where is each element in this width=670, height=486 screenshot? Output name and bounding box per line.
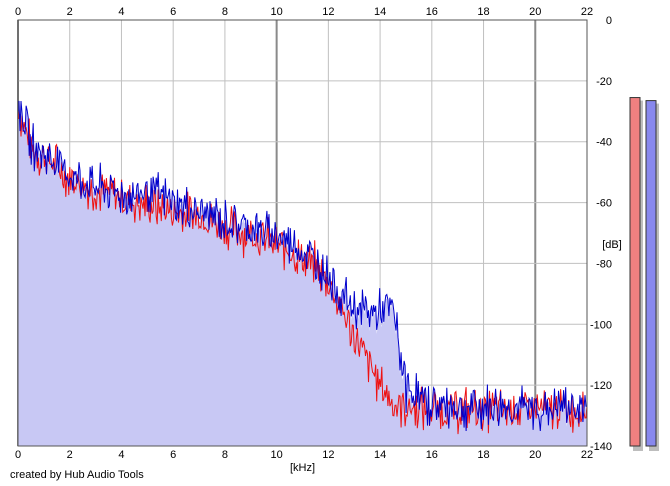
y-tick-labels: 0 -20 -40 -60 -80 -100 -120 -140 [590, 15, 612, 453]
x-tick-bottom-4: 8 [222, 449, 228, 461]
x-tick-top-6: 12 [322, 6, 334, 18]
y-tick-5: -100 [590, 319, 612, 331]
x-tick-top-10: 20 [529, 6, 541, 18]
x-tick-labels-top: 0 2 4 6 8 10 12 14 16 18 20 22 [15, 6, 593, 18]
x-tick-top-2: 4 [118, 6, 124, 18]
plot-frame [17, 19, 588, 447]
series-line-red [17, 105, 588, 435]
x-tick-top-0: 0 [15, 6, 21, 18]
y-tick-7: -140 [590, 441, 612, 453]
x-tick-bottom-2: 4 [118, 449, 124, 461]
x-tick-top-11: 22 [581, 6, 593, 18]
y-axis-label: [dB] [602, 239, 622, 251]
x-tick-top-4: 8 [222, 6, 228, 18]
x-tick-bottom-0: 0 [15, 449, 21, 461]
y-tick-3: -60 [596, 198, 612, 210]
x-tick-top-7: 14 [374, 6, 386, 18]
x-tick-top-1: 2 [67, 6, 73, 18]
x-tick-labels-bottom: 0 2 4 6 8 10 12 14 16 18 20 22 [15, 449, 593, 461]
x-tick-bottom-5: 10 [271, 449, 283, 461]
y-tick-6: -120 [590, 380, 612, 392]
x-tick-top-5: 10 [271, 6, 283, 18]
meter-bar-0 [629, 97, 641, 447]
x-tick-bottom-1: 2 [67, 449, 73, 461]
x-tick-top-9: 18 [477, 6, 489, 18]
spectrum-fill-area [18, 104, 587, 447]
x-tick-top-8: 16 [426, 6, 438, 18]
level-meters [629, 97, 659, 452]
series-line-blue [17, 100, 588, 432]
x-tick-bottom-11: 22 [581, 449, 593, 461]
x-tick-bottom-9: 18 [477, 449, 489, 461]
x-tick-bottom-8: 16 [426, 449, 438, 461]
x-tick-bottom-10: 20 [529, 449, 541, 461]
x-tick-top-3: 6 [170, 6, 176, 18]
x-tick-bottom-7: 14 [374, 449, 386, 461]
y-tick-2: -40 [596, 137, 612, 149]
credit-text: created by Hub Audio Tools [10, 469, 144, 481]
y-tick-0: 0 [606, 15, 612, 27]
x-tick-bottom-6: 12 [322, 449, 334, 461]
meter-bar-1 [645, 100, 657, 447]
x-tick-bottom-3: 6 [170, 449, 176, 461]
y-tick-4: -80 [596, 258, 612, 270]
y-tick-1: -20 [596, 76, 612, 88]
x-axis-label: [kHz] [290, 462, 315, 474]
